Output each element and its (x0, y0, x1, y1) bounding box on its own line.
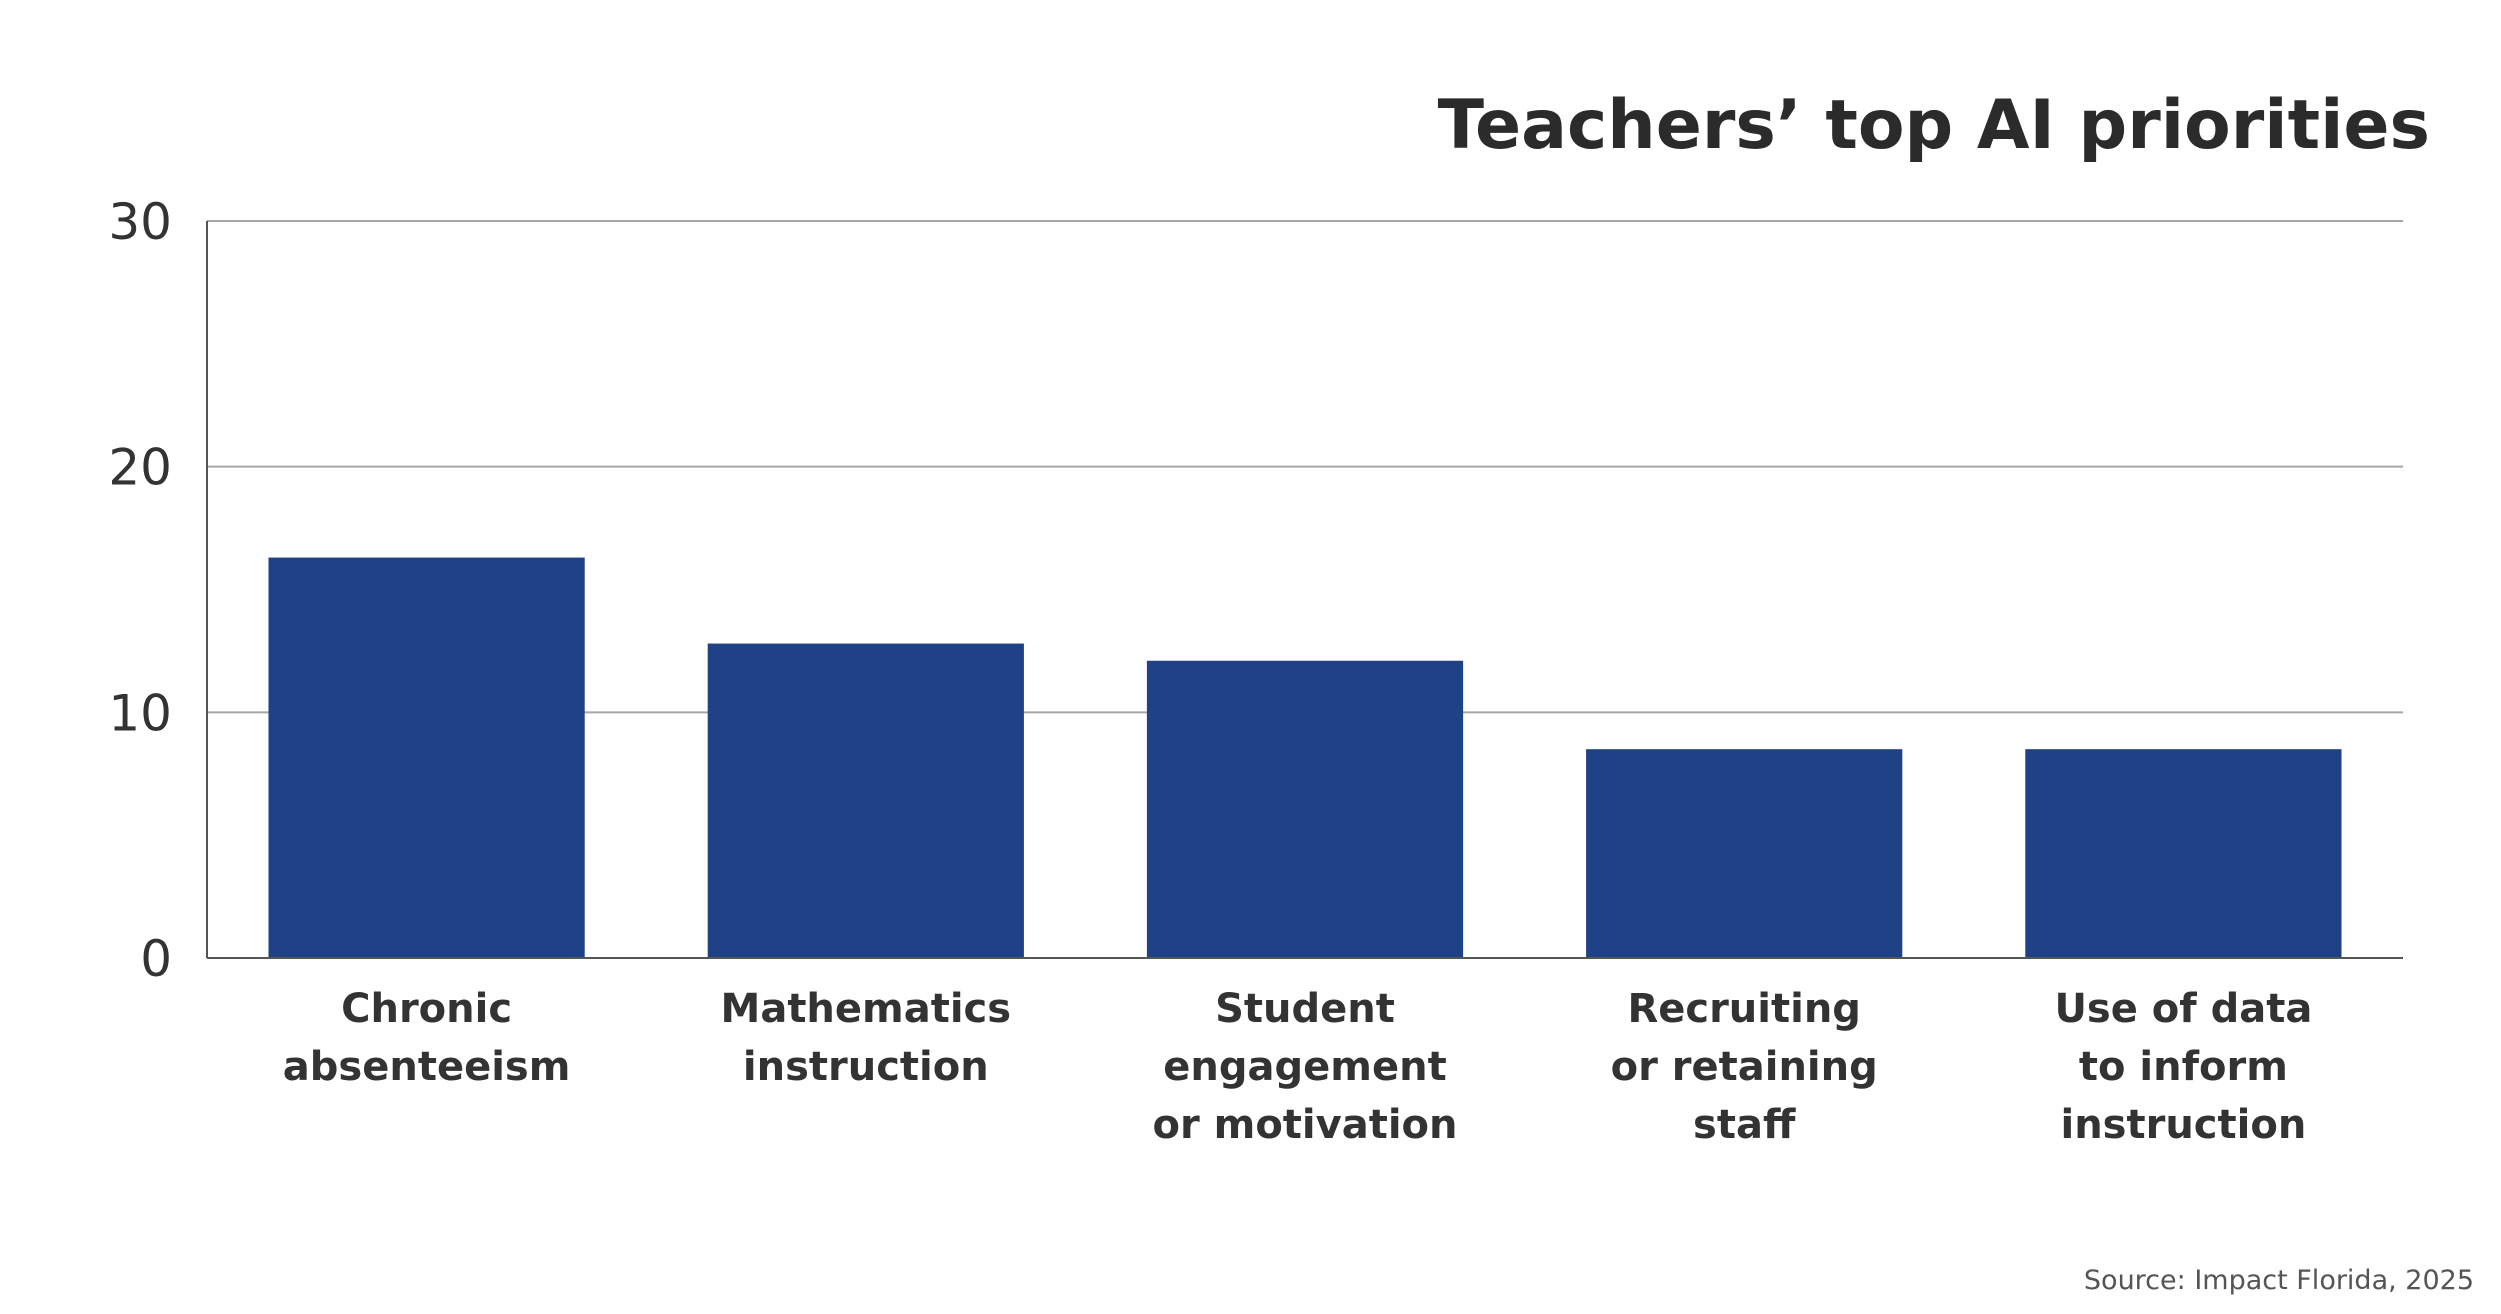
bar (1586, 749, 1903, 958)
x-tick-label: instruction (2060, 1102, 2306, 1148)
bar (1146, 660, 1464, 958)
x-tick-label: to inform (2079, 1044, 2288, 1090)
bar (268, 557, 585, 958)
bar (2025, 749, 2342, 958)
x-tick-label: or retaining (1611, 1044, 1878, 1090)
x-tick-label: instruction (743, 1044, 989, 1090)
x-tick-label: Use of data (2054, 986, 2312, 1032)
x-tick-label: Mathematics (721, 986, 1012, 1032)
x-tick-label: or motivation (1153, 1102, 1458, 1148)
y-tick-label: 0 (140, 930, 172, 988)
y-tick-label: 10 (108, 684, 172, 742)
y-axis-ticks: 0 10 20 30 (108, 193, 172, 988)
source-note: Source: Impact Florida, 2025 (2084, 1265, 2474, 1296)
x-tick-label: absenteeism (283, 1044, 571, 1090)
x-tick-label: staff (1693, 1102, 1796, 1148)
x-tick-label: engagement (1163, 1044, 1446, 1090)
x-tick-label: Chronic (341, 986, 512, 1032)
y-tick-label: 30 (108, 193, 172, 251)
y-tick-label: 20 (108, 439, 172, 497)
x-tick-label: Recruiting (1627, 986, 1861, 1032)
chart-title: Teachers’ top AI priorities (1438, 86, 2430, 165)
bars (268, 557, 2342, 958)
x-axis-labels: Chronic absenteeism Mathematics instruction… (283, 986, 2313, 1148)
x-tick-label: Student (1215, 986, 1395, 1032)
bar (707, 643, 1024, 958)
